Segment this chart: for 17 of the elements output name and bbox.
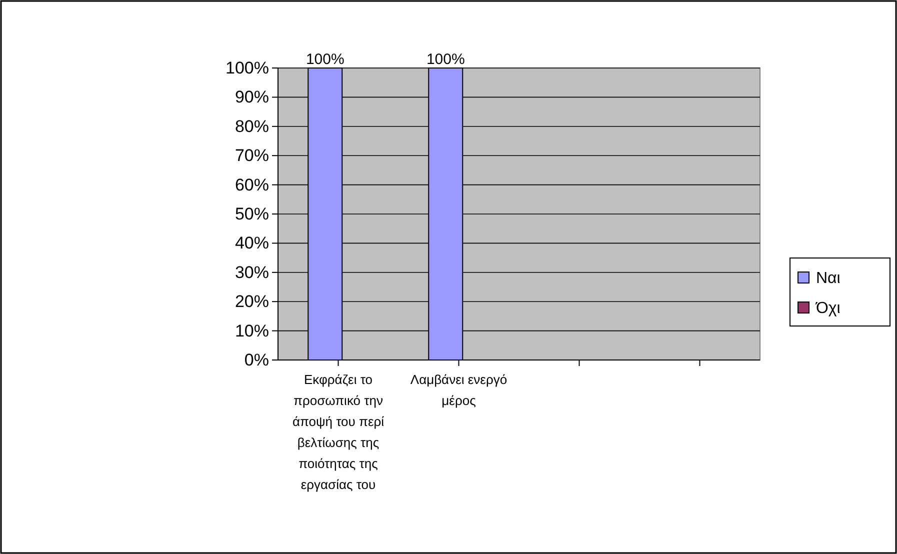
legend-label: Όχι — [815, 300, 841, 317]
y-tick-label: 50% — [234, 204, 269, 224]
y-tick-label: 60% — [234, 175, 269, 194]
data-label: 100% — [426, 51, 465, 68]
y-tick-label: 20% — [234, 292, 269, 312]
y-tick-label: 100% — [226, 58, 269, 78]
y-tick-label: 10% — [234, 321, 269, 340]
y-tick-label: 40% — [234, 234, 269, 253]
y-tick-label: 90% — [234, 88, 269, 107]
y-tick-label: 70% — [234, 146, 269, 166]
y-tick-label: 30% — [234, 262, 269, 282]
y-tick-label: 0% — [244, 350, 269, 370]
legend-label: Ναι — [816, 270, 841, 287]
x-tick-label: Λαμβάνει ενεργό μέρος — [410, 372, 508, 408]
data-label: 100% — [306, 51, 344, 68]
x-tick-label: Εκφράζει το προσωπικό την άποψή του περί βελτίωσης της ποιότητας της εργασίας του — [292, 372, 384, 492]
y-tick-label: 80% — [234, 116, 269, 136]
